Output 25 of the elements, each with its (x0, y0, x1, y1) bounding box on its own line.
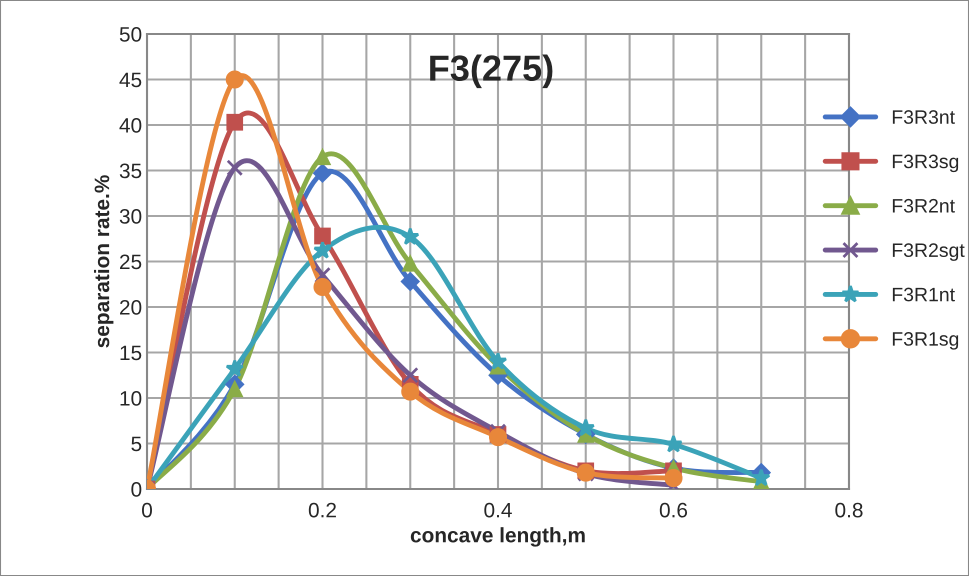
y-tick-label: 35 (120, 164, 142, 178)
text: F3(275) (430, 54, 552, 88)
y-tick-label: 50 (120, 27, 142, 42)
y-tick-label: 20 (120, 300, 142, 315)
x-tick-label: 0.6 (660, 502, 688, 518)
y-tick-label: 25 (120, 254, 142, 270)
x-axis-title: concave length,m (410, 527, 585, 547)
y-tick-label: 30 (120, 209, 142, 224)
y-axis-title: separation rate.% (94, 175, 114, 348)
legend-label: F3R1nt (892, 288, 955, 302)
legend-label: F3R3nt (892, 110, 955, 124)
y-tick-label: 45 (119, 72, 142, 88)
y-tick-label: 5 (131, 436, 142, 452)
legend-label: F3R1sg (892, 332, 958, 350)
x-tick-label: 0.2 (308, 502, 336, 518)
y-tick-label: 15 (120, 346, 142, 360)
x-tick-label: 0.4 (484, 502, 512, 518)
legend-label: F3R3sg (892, 154, 958, 172)
x-tick-label: 0 (142, 502, 152, 518)
y-tick-label: 0 (131, 482, 142, 497)
legend-label: F3R2nt (892, 198, 955, 213)
y-tick-label: 10 (120, 391, 142, 406)
legend-label: F3R2sgt (892, 243, 965, 261)
x-tick-label: 0.8 (835, 502, 863, 518)
y-tick-label: 40 (119, 118, 142, 133)
